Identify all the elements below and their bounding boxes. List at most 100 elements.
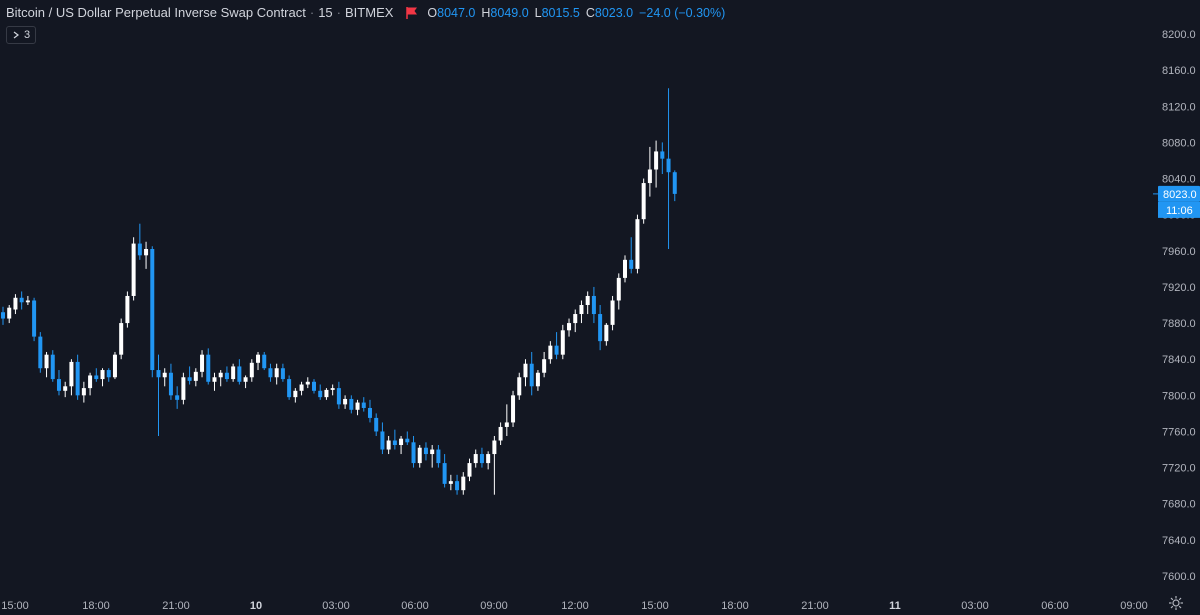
candle-body <box>504 422 509 427</box>
candle-body <box>144 248 149 256</box>
legend-separator: · <box>309 5 315 20</box>
candle-body <box>119 323 124 355</box>
ohlc-values: O8047.0 H8049.0 L8015.5 C8023.0 <box>427 6 633 20</box>
indicators-count: 3 <box>24 29 31 41</box>
candle-body <box>604 324 609 342</box>
time-axis-label: 12:00 <box>561 600 589 612</box>
symbol-title[interactable]: Bitcoin / US Dollar Perpetual Inverse Sw… <box>6 5 306 20</box>
candle-body <box>150 248 155 371</box>
candle-body <box>224 372 229 380</box>
candle-body <box>367 407 372 418</box>
candle-body <box>256 354 261 363</box>
indicators-collapse-button[interactable]: 3 <box>6 26 37 44</box>
candle-body <box>399 438 404 446</box>
candle-body <box>75 361 80 396</box>
open-value: 8047.0 <box>437 5 476 20</box>
candle-body <box>162 372 167 378</box>
candle-body <box>125 295 130 324</box>
candle-body <box>212 377 217 382</box>
candle-body <box>299 384 304 391</box>
candle-body <box>69 361 74 387</box>
candle-body <box>529 363 534 387</box>
candle-body <box>63 386 68 391</box>
flag-icon[interactable] <box>405 6 419 20</box>
candle-body <box>249 362 254 378</box>
candle-body <box>38 336 43 369</box>
candle-body <box>560 330 565 355</box>
time-axis-label: 21:00 <box>162 600 190 612</box>
candle-body <box>473 454 478 464</box>
candle-body <box>81 388 86 396</box>
candle-body <box>411 442 416 464</box>
candle-body <box>591 295 596 315</box>
price-axis-label: 7680.0 <box>1162 499 1196 511</box>
candle-body <box>511 395 516 423</box>
candle-body <box>287 379 292 398</box>
candle-body <box>461 476 466 491</box>
candle-body <box>268 368 273 378</box>
candle-body <box>94 375 99 380</box>
candle-body <box>50 354 55 380</box>
candle-body <box>324 389 329 398</box>
candle-body <box>243 377 248 382</box>
candle-body <box>44 354 49 369</box>
candle-body <box>280 368 285 380</box>
candle-body <box>355 402 360 410</box>
candle-body <box>175 395 180 400</box>
candle-body <box>25 300 30 303</box>
candle-body <box>349 398 354 410</box>
candle-body <box>200 354 205 372</box>
candle-body <box>548 345 553 360</box>
candle-body <box>598 314 603 342</box>
candle-body <box>573 314 578 324</box>
price-axis-label: 7600.0 <box>1162 571 1196 583</box>
candle-body <box>517 377 522 396</box>
candle-body <box>672 172 677 194</box>
candle-body <box>237 366 242 382</box>
candle-body <box>579 305 584 315</box>
candle-body <box>405 438 410 443</box>
candle-body <box>131 243 136 296</box>
candle-body <box>666 158 671 173</box>
candle-body <box>112 354 117 378</box>
candle-body <box>486 454 491 464</box>
candle-body <box>567 323 572 331</box>
candle-body <box>380 431 385 450</box>
candle-body <box>305 381 310 385</box>
candle-body <box>187 377 192 381</box>
chevron-right-icon <box>13 31 19 39</box>
price-axis-label: 8200.0 <box>1162 29 1196 41</box>
candle-body <box>156 370 161 378</box>
candle-body <box>554 345 559 355</box>
candle-body <box>206 354 211 382</box>
interval-label[interactable]: 15 <box>318 5 333 20</box>
candle-body <box>312 381 316 391</box>
countdown-tag <box>1158 201 1200 218</box>
candle-body <box>168 372 173 396</box>
candle-body <box>361 402 366 408</box>
candle-body <box>535 372 540 387</box>
candle-body <box>610 300 615 325</box>
candle-body <box>641 183 646 220</box>
candle-body <box>318 390 323 398</box>
time-axis-label: 15:00 <box>641 600 669 612</box>
candle-body <box>448 481 453 484</box>
candle-body <box>585 295 590 305</box>
price-axis-label: 8160.0 <box>1162 65 1196 77</box>
last-price-label: 8023.0 <box>1163 189 1197 201</box>
candle-body <box>523 363 528 378</box>
candle-body <box>498 426 503 441</box>
exchange-label: BITMEX <box>345 5 394 20</box>
candle-body <box>542 359 547 373</box>
candle-body <box>88 375 93 389</box>
time-axis-label: 15:00 <box>1 600 29 612</box>
change-value: −24.0 (−0.30%) <box>639 5 726 20</box>
candle-body <box>7 307 12 319</box>
candle-body <box>442 463 447 484</box>
candle-body <box>430 449 435 455</box>
time-axis-label: 09:00 <box>480 600 508 612</box>
candle-body <box>137 243 142 256</box>
time-axis-label: 06:00 <box>1041 600 1069 612</box>
gear-icon[interactable] <box>1168 595 1184 611</box>
